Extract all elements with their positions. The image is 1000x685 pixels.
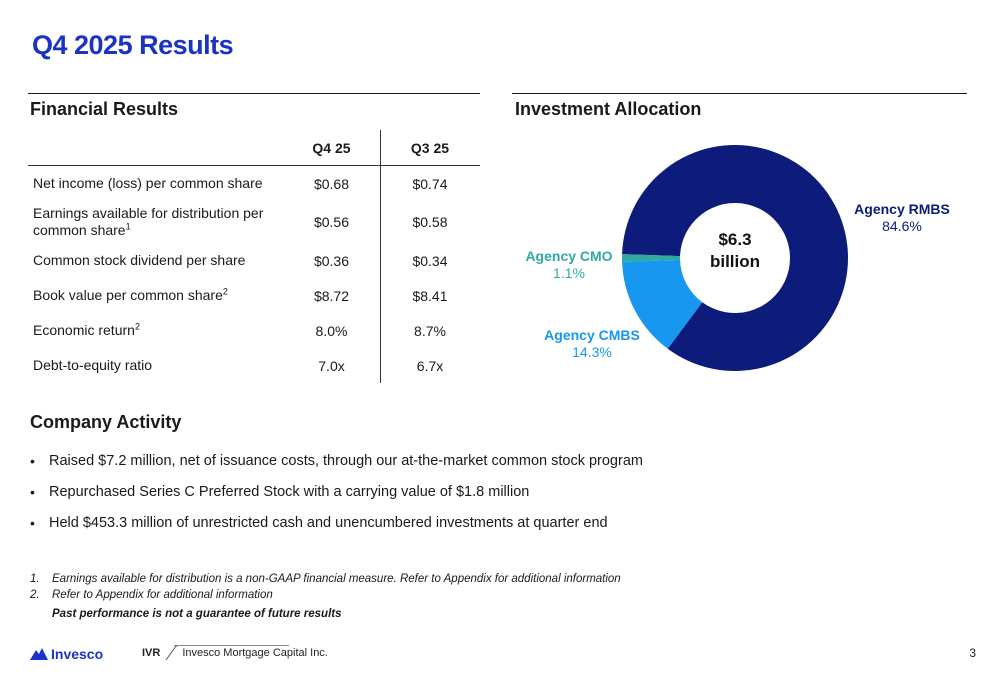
table-row: Book value per common share2 $8.72 $8.41 bbox=[28, 278, 480, 313]
financial-table: Q4 25 Q3 25 Net income (loss) per common… bbox=[28, 130, 480, 383]
cell-q3: $0.34 bbox=[412, 252, 448, 269]
company-activity-title: Company Activity bbox=[30, 412, 182, 432]
cell-q4: $0.56 bbox=[283, 201, 381, 243]
legend-agency-rmbs: Agency RMBS 84.6% bbox=[848, 201, 956, 235]
footer-rule bbox=[174, 645, 289, 646]
cell-q3: $0.58 bbox=[412, 214, 448, 230]
legend-agency-cmbs: Agency CMBS 14.3% bbox=[536, 327, 648, 361]
invesco-logo: Invesco bbox=[30, 646, 103, 662]
legend-rmbs-name: Agency RMBS bbox=[854, 201, 950, 217]
list-item: • Raised $7.2 million, net of issuance co… bbox=[30, 452, 643, 469]
legend-cmo-pct: 1.1% bbox=[553, 265, 585, 281]
cell-q4: $0.36 bbox=[283, 243, 381, 278]
disclaimer: Past performance is not a guarantee of f… bbox=[52, 608, 342, 620]
donut-slice-agency-cmo bbox=[622, 254, 681, 262]
cell-q3: $8.41 bbox=[412, 287, 448, 304]
allocation-top-rule bbox=[512, 93, 967, 94]
legend-agency-cmo: Agency CMO 1.1% bbox=[518, 248, 620, 282]
table-row: Net income (loss) per common share $0.68 $… bbox=[28, 166, 480, 201]
legend-cmo-name: Agency CMO bbox=[525, 248, 613, 264]
table-row: Common stock dividend per share $0.36 $0.3… bbox=[28, 243, 480, 278]
row-label: Economic return2 bbox=[33, 321, 140, 338]
company-mark: IVR Invesco Mortgage Capital Inc. bbox=[142, 645, 328, 661]
cell-q3: 8.7% bbox=[414, 322, 446, 339]
legend-rmbs-pct: 84.6% bbox=[882, 218, 922, 234]
row-label: Debt-to-equity ratio bbox=[33, 357, 153, 373]
list-item: • Repurchased Series C Preferred Stock wi… bbox=[30, 483, 530, 500]
col-q3-header: Q3 25 bbox=[410, 139, 450, 156]
company-name: Invesco Mortgage Capital Inc. bbox=[182, 647, 328, 659]
cell-q3: $0.74 bbox=[412, 175, 448, 192]
table-row: Economic return2 8.0% 8.7% bbox=[28, 313, 480, 348]
legend-cmbs-name: Agency CMBS bbox=[544, 327, 640, 343]
footnote-2: 2. Refer to Appendix for additional infor… bbox=[30, 589, 273, 601]
financial-results-title: Financial Results bbox=[30, 99, 179, 119]
row-label: Book value per common share2 bbox=[33, 286, 228, 303]
financial-top-rule bbox=[28, 93, 480, 94]
bullet-icon: • bbox=[30, 483, 35, 500]
donut-center-unit: billion bbox=[709, 252, 761, 271]
row-label: Common stock dividend per share bbox=[33, 252, 246, 268]
bullet-icon: • bbox=[30, 452, 35, 469]
investment-allocation-title: Investment Allocation bbox=[515, 99, 702, 119]
list-item: • Held $453.3 million of unrestricted cas… bbox=[30, 514, 608, 531]
footnotes: 1. Earnings available for distribution is… bbox=[30, 571, 621, 622]
row-label: Earnings available for distribution per … bbox=[33, 205, 264, 238]
col-q4-header: Q4 25 bbox=[283, 130, 381, 165]
donut-center-amount: $6.3 bbox=[718, 230, 752, 249]
slash-icon bbox=[165, 645, 179, 661]
page-number: 3 bbox=[969, 646, 976, 660]
donut-slice-agency-cmbs bbox=[622, 259, 703, 349]
footnote-1: 1. Earnings available for distribution is… bbox=[30, 573, 621, 585]
cell-q4: $0.68 bbox=[283, 166, 381, 201]
bullet-icon: • bbox=[30, 514, 35, 531]
table-header: Q4 25 Q3 25 bbox=[28, 130, 480, 166]
activity-list: • Raised $7.2 million, net of issuance co… bbox=[30, 445, 643, 538]
cell-q4: $8.72 bbox=[283, 278, 381, 313]
donut-slice-agency-rmbs bbox=[622, 145, 848, 372]
page-title: Q4 2025 Results bbox=[32, 30, 234, 60]
allocation-donut-chart: $6.3 billion bbox=[622, 133, 848, 383]
donut-center-label: $6.3 billion bbox=[622, 229, 848, 273]
cell-q3: 6.7x bbox=[416, 357, 444, 374]
logo-text: Invesco bbox=[51, 646, 104, 662]
mountain-icon bbox=[30, 648, 48, 660]
legend-cmbs-pct: 14.3% bbox=[572, 344, 612, 360]
table-row: Debt-to-equity ratio 7.0x 6.7x bbox=[28, 348, 480, 383]
footnote-ref: 2 bbox=[134, 321, 140, 332]
ticker: IVR bbox=[142, 647, 161, 659]
donut-svg bbox=[622, 145, 848, 372]
cell-q4: 7.0x bbox=[283, 348, 381, 383]
footnote-ref: 2 bbox=[222, 286, 228, 297]
footnote-ref: 1 bbox=[125, 221, 131, 232]
cell-q4: 8.0% bbox=[283, 313, 381, 348]
table-row: Earnings available for distribution per … bbox=[28, 201, 480, 243]
row-label: Net income (loss) per common share bbox=[33, 175, 263, 191]
